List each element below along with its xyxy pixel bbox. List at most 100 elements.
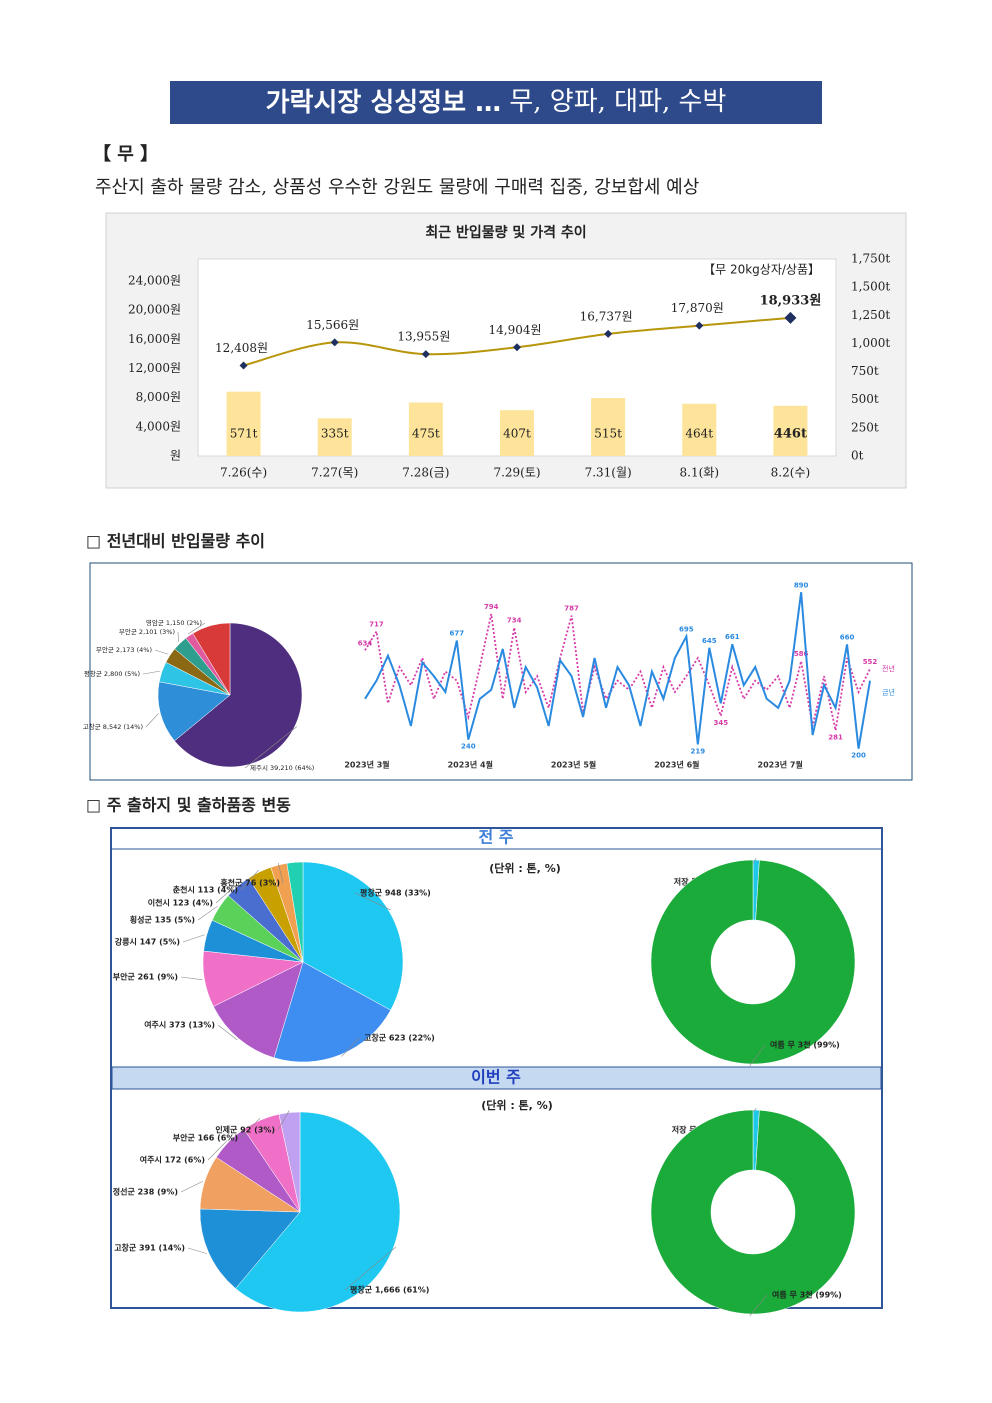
leader: [182, 934, 205, 943]
slice-label: 고창군 391 (14%): [114, 1243, 185, 1253]
slice-label: 정선군 238 (9%): [113, 1187, 178, 1197]
leader: [240, 870, 259, 891]
bar: [682, 403, 717, 456]
leader: [217, 1024, 238, 1041]
slice-label: 인제군 92 (3%): [215, 1125, 275, 1135]
bar: [773, 405, 808, 456]
bar: [226, 391, 261, 456]
slice-label: 평창군 2,800 (5%): [84, 669, 140, 678]
bar-label: 407t: [503, 427, 531, 441]
title-items: 무, 양파, 대파, 수박: [509, 87, 726, 117]
annotation: 【무 20kg상자/상품】: [703, 263, 820, 277]
bar-label: 571t: [230, 427, 258, 441]
slice-label: 부안군 2,101 (3%): [119, 627, 175, 636]
point-label: 240: [461, 743, 476, 751]
point-label: 200: [851, 752, 866, 760]
point-label: 890: [794, 581, 809, 589]
marker: [421, 350, 430, 359]
series-line: [364, 592, 871, 749]
point-label: 219: [691, 747, 706, 755]
y2-tick-label: 500t: [851, 392, 879, 406]
slice-label: 홍천군 76 (3%): [220, 878, 280, 888]
y2-tick-label: 1,500t: [851, 280, 890, 294]
point-label: 281: [828, 733, 843, 741]
slice-label: 부안군 261 (9%): [113, 972, 178, 982]
leader: [749, 1044, 766, 1067]
price-label: 17,870원: [671, 301, 724, 315]
point-label: 661: [725, 633, 740, 641]
slice: [650, 1109, 856, 1315]
y2-tick-label: 750t: [851, 364, 879, 378]
leader: [277, 1110, 290, 1131]
marker: [239, 361, 248, 370]
y2-tick-label: 1,750t: [851, 252, 890, 266]
x-tick-label: 7.27(목): [311, 466, 358, 480]
legend-label: 금년: [882, 688, 895, 697]
point-label: 695: [679, 625, 694, 633]
title-lead: 가락시장 싱싱정보 …: [266, 88, 501, 118]
price-label: 14,904원: [488, 323, 541, 337]
leader: [207, 1140, 228, 1161]
point-label: 787: [564, 605, 579, 613]
y2-tick-label: 250t: [851, 420, 879, 434]
price-label: 16,737원: [580, 309, 633, 323]
bar: [591, 398, 626, 456]
slice: [199, 1208, 301, 1289]
point-label: 552: [863, 658, 878, 666]
leader: [177, 631, 179, 642]
price-label: 13,955원: [397, 330, 450, 344]
slice-label: 고창군 623 (22%): [364, 1033, 435, 1043]
point-label: 734: [507, 617, 522, 625]
slice-label: 여주시 172 (6%): [140, 1155, 205, 1165]
bar-label: 475t: [412, 427, 440, 441]
leader: [354, 892, 391, 911]
slice: [278, 1111, 301, 1213]
leader: [240, 1117, 261, 1139]
slice: [213, 961, 304, 1059]
slice: [273, 961, 391, 1063]
price-label: 12,408원: [215, 341, 268, 355]
point-label: 677: [450, 630, 465, 638]
heading: □ 주 출하지 및 출하품종 변동: [86, 796, 291, 815]
y2-tick-label: 1,250t: [851, 308, 890, 322]
slice-label: 고창군 8,542 (14%): [83, 723, 143, 731]
slice-label: 강릉시 147 (5%): [115, 937, 180, 947]
x-tick-label: 7.29(토): [493, 466, 540, 480]
title-box: [170, 81, 822, 124]
slice: [157, 681, 231, 742]
slice: [174, 622, 303, 768]
point-label: 660: [840, 633, 855, 641]
leader: [180, 1181, 203, 1193]
marker: [695, 321, 704, 330]
units: (단위 : 톤, %): [481, 1098, 553, 1112]
point-label: 645: [702, 637, 717, 645]
slice-label: 이천시 123 (4%): [148, 898, 213, 908]
slice-label: 평창군 948 (33%): [360, 888, 431, 898]
point-label: 586: [794, 650, 809, 658]
slice-label: 여주시 373 (13%): [144, 1020, 215, 1030]
y-tick-label: 16,000원: [128, 332, 181, 346]
week-label: 전 주: [478, 828, 513, 847]
slice: [235, 1111, 401, 1313]
x-tick-label: 2023년 3월: [344, 760, 389, 770]
leader: [142, 670, 161, 675]
leader: [154, 649, 169, 655]
section-label: 【 무 】: [93, 144, 158, 165]
slice-label: 춘천시 113 (4%): [173, 885, 238, 895]
price-label: 18,933원: [760, 293, 822, 308]
y-tick-label: 4,000원: [136, 419, 181, 433]
x-tick-label: 7.31(월): [585, 466, 632, 480]
week-label: 이번 주: [471, 1068, 521, 1087]
point-label: 717: [369, 620, 384, 628]
bar-label: 335t: [321, 427, 349, 441]
point-label: 634: [358, 639, 373, 647]
chart-title: 최근 반입물량 및 가격 추이: [425, 224, 586, 241]
bar: [500, 410, 534, 456]
summary: 주산지 출하 물량 감소, 상품성 우수한 강원도 물량에 구매력 집중, 강보…: [95, 177, 699, 198]
x-tick-label: 7.26(수): [220, 466, 267, 480]
leader: [197, 905, 218, 921]
week-band: [111, 1066, 882, 1090]
y-tick-label: 원: [170, 449, 181, 463]
x-tick-label: 8.1(화): [680, 466, 720, 480]
